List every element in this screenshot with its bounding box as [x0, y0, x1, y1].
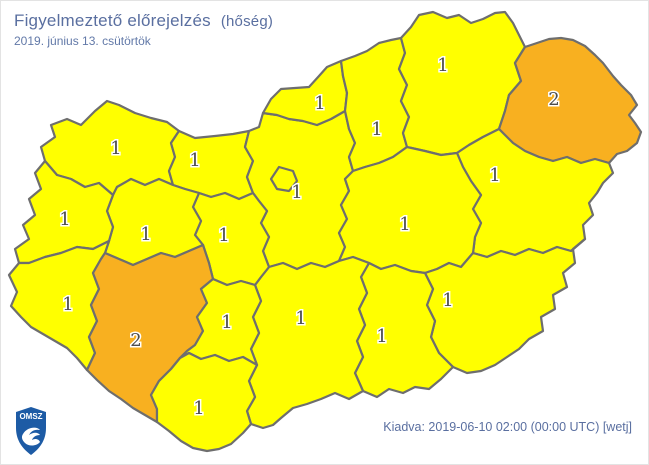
- county-warning-level-somogy: 2: [130, 330, 141, 351]
- page-date: 2019. június 13. csütörtök: [14, 34, 151, 48]
- county-warning-level-szabolcs-szatmar-bereg: 2: [548, 89, 559, 110]
- omsz-logo: OMSZ: [15, 406, 47, 461]
- county-bacs-kiskun: [245, 255, 371, 430]
- county-warning-level-hajdu-bihar: 1: [489, 165, 500, 186]
- issued-timestamp: Kiadva: 2019-06-10 02:00 (00:00 UTC) [we…: [383, 420, 632, 434]
- county-warning-level-nograd: 1: [314, 93, 325, 114]
- county-heves: [339, 36, 411, 173]
- county-warning-level-gyor-moson-sopron: 1: [110, 138, 121, 159]
- county-warning-level-komarom-esztergom: 1: [189, 150, 200, 171]
- page-title-text: Figyelmeztető előrejelzés: [14, 11, 211, 30]
- page-title-qualifier: (hőség): [220, 13, 274, 30]
- county-warning-level-tolna: 1: [221, 312, 232, 333]
- county-warning-level-fejer: 1: [218, 225, 229, 246]
- county-warning-level-csongrad: 1: [376, 326, 387, 347]
- county-nograd: [261, 59, 349, 127]
- county-warning-level-baranya: 1: [193, 398, 204, 419]
- page-title: Figyelmeztető előrejelzés (hőség): [14, 11, 273, 31]
- county-warning-level-vas: 1: [59, 209, 70, 230]
- omsz-shield-icon: OMSZ: [16, 407, 46, 455]
- county-warning-level-veszprem: 1: [140, 224, 151, 245]
- header: Figyelmeztető előrejelzés (hőség) 2019. j…: [14, 11, 273, 48]
- county-budapest: [269, 165, 299, 193]
- county-szabolcs-szatmar-bereg: [497, 36, 643, 165]
- county-warning-level-borsod-abauj-zemplen: 1: [437, 55, 448, 76]
- county-warning-level-zala: 1: [62, 294, 73, 315]
- county-baranya: [149, 351, 259, 453]
- county-warning-level-pest: 1: [291, 182, 302, 203]
- county-warning-level-bekes: 1: [442, 290, 453, 311]
- county-warning-level-jasz-nagykun-szolnok: 1: [399, 214, 410, 235]
- county-warning-level-bacs-kiskun: 1: [295, 308, 306, 329]
- county-warning-level-heves: 1: [371, 119, 382, 140]
- omsz-gull-icon: [21, 427, 40, 446]
- omsz-logo-text: OMSZ: [19, 412, 42, 421]
